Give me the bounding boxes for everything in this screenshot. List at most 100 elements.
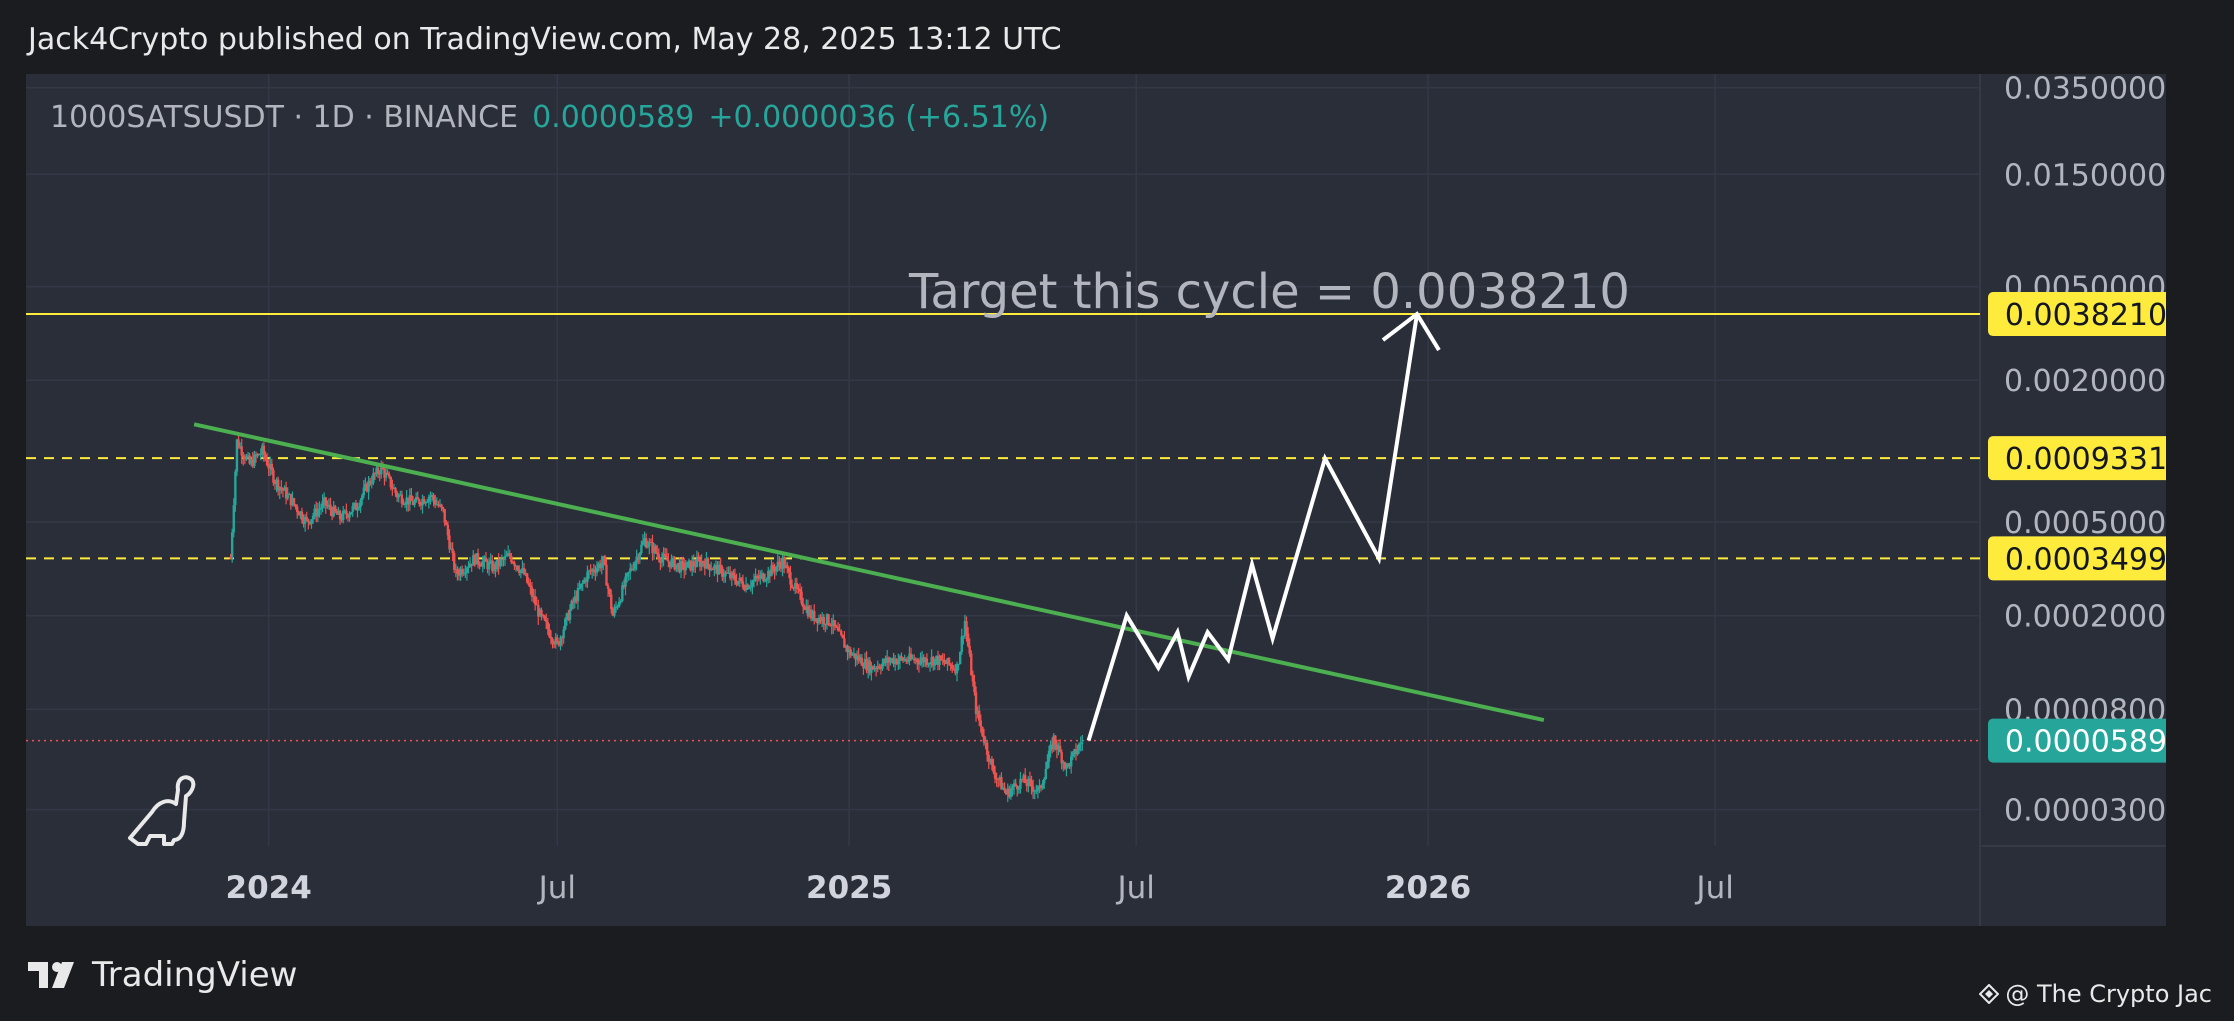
candle-body-250 — [625, 573, 629, 577]
candle-body-524 — [1060, 751, 1063, 764]
candle-body-204 — [552, 643, 556, 645]
projection-arrowhead — [1381, 311, 1441, 352]
candle-body-146 — [460, 569, 464, 575]
candle-body-299 — [703, 563, 707, 569]
candle-body-139 — [449, 548, 453, 550]
candle-body-107 — [399, 494, 402, 496]
candle-body-43 — [297, 512, 300, 516]
candle-body-449 — [941, 659, 944, 661]
candle-body-387 — [843, 638, 846, 648]
candle-body-188 — [527, 582, 530, 585]
candle-body-427 — [906, 660, 910, 662]
candle-body-16 — [254, 454, 258, 457]
candle-body-11 — [246, 455, 250, 457]
candle-body-114 — [410, 495, 413, 501]
candle-body-451 — [944, 662, 948, 665]
candle-body-113 — [408, 495, 412, 505]
candle-body-225 — [586, 571, 589, 582]
chart-panel[interactable]: 0.0350000 0.0150000 0.0050000 0.0020000 0.00… — [26, 74, 2166, 926]
candle-body-270 — [657, 554, 661, 560]
candle-body-339 — [767, 570, 770, 580]
candle-body-98 — [384, 472, 388, 478]
candle-body-224 — [584, 579, 588, 582]
candle-body-90 — [372, 473, 375, 483]
candle-body-312 — [724, 572, 727, 577]
candle-body-272 — [660, 558, 664, 563]
candle-body-106 — [397, 495, 400, 498]
candle-body-119 — [418, 499, 421, 505]
candle-body-511 — [1039, 785, 1043, 789]
candle-body-42 — [296, 506, 299, 513]
level-tag-label-1: 0.0009331 — [2005, 442, 2166, 477]
candle-body-318 — [733, 575, 737, 581]
candle-body-340 — [768, 570, 772, 577]
candle-body-487 — [1001, 787, 1005, 790]
candle-body-417 — [890, 658, 894, 661]
candle-body-293 — [694, 566, 697, 568]
candle-body-125 — [427, 497, 431, 502]
candle-body-25 — [269, 463, 272, 469]
candle-body-292 — [692, 561, 695, 567]
candle-body-440 — [927, 663, 930, 665]
candle-body-4 — [235, 439, 239, 472]
candle-body-285 — [681, 561, 684, 563]
candle-body-249 — [624, 576, 627, 587]
candle-body-169 — [497, 559, 500, 567]
candle-body-14 — [251, 459, 255, 467]
candle-body-156 — [476, 553, 480, 564]
candle-body-520 — [1054, 735, 1057, 745]
candle-body-525 — [1062, 762, 1065, 764]
candle-body-12 — [248, 455, 251, 464]
chart-svg[interactable]: 0.03500000.01500000.00500000.00200000.00… — [26, 74, 2166, 926]
level-tag-2 — [1988, 536, 2166, 581]
candle-body-368 — [813, 611, 816, 621]
candle-body-104 — [394, 488, 397, 493]
candle-body-163 — [487, 562, 491, 570]
candle-body-461 — [960, 636, 963, 653]
candle-body-437 — [922, 657, 925, 663]
candle-body-140 — [451, 548, 454, 554]
candle-body-218 — [575, 596, 578, 602]
candle-body-294 — [695, 558, 699, 567]
candle-body-432 — [914, 659, 917, 661]
candle-body-351 — [786, 564, 789, 568]
candle-body-155 — [475, 553, 478, 565]
candle-body-308 — [717, 564, 721, 575]
candle-body-265 — [649, 541, 653, 543]
candle-body-57 — [319, 507, 323, 509]
candle-body-147 — [462, 572, 465, 575]
tradingview-mark-icon — [28, 962, 74, 988]
candle-body-442 — [930, 657, 933, 664]
candle-body-307 — [716, 564, 719, 575]
candle-body-364 — [806, 606, 810, 617]
candle-body-390 — [847, 649, 851, 653]
candle-body-26 — [270, 463, 274, 471]
candle-body-444 — [933, 658, 937, 666]
candle-body-446 — [936, 655, 940, 666]
candle-body-89 — [370, 482, 373, 484]
candle-body-466 — [968, 646, 971, 654]
candle-body-380 — [832, 620, 835, 627]
candle-body-463 — [963, 621, 967, 636]
candle-body-278 — [670, 559, 673, 568]
candle-body-170 — [499, 559, 502, 567]
candle-body-115 — [411, 500, 415, 505]
tradingview-logo[interactable]: TradingView — [28, 955, 297, 995]
candle-body-159 — [481, 561, 484, 567]
candle-body-24 — [267, 465, 270, 469]
candle-body-111 — [405, 497, 408, 505]
candle-body-77 — [351, 506, 354, 513]
candle-body-504 — [1028, 778, 1032, 781]
candle-body-236 — [603, 556, 607, 565]
candle-body-533 — [1074, 749, 1078, 755]
x-tick-label-1: Jul — [537, 870, 576, 906]
candle-body-239 — [608, 588, 611, 595]
candle-body-395 — [855, 655, 859, 660]
candle-body-421 — [897, 660, 900, 665]
candle-body-280 — [673, 557, 676, 570]
candle-body-212 — [565, 613, 569, 619]
candle-body-500 — [1022, 775, 1025, 780]
candle-body-321 — [738, 577, 741, 582]
candle-body-86 — [365, 483, 369, 492]
candle-body-331 — [754, 576, 757, 580]
